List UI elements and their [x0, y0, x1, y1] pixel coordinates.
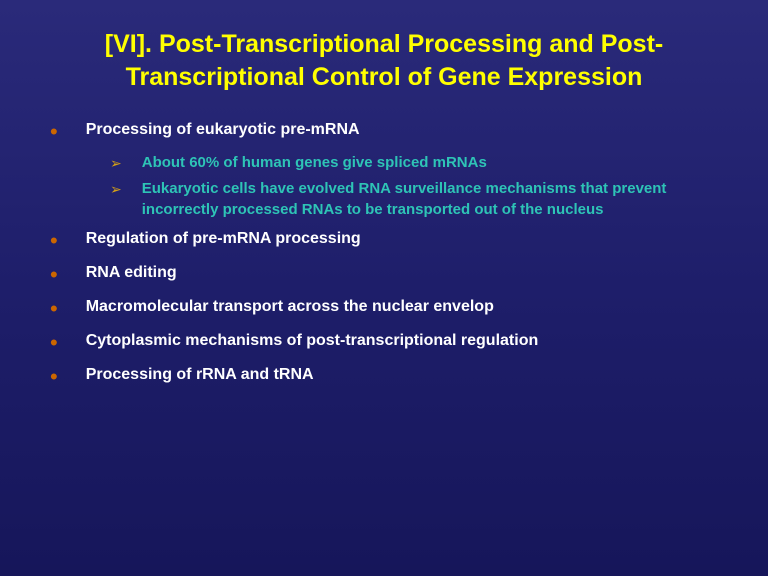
sub-list: ➢ About 60% of human genes give spliced m… — [110, 153, 718, 220]
bullet-dot-icon: • — [50, 332, 58, 354]
bullet-text: RNA editing — [86, 262, 177, 284]
bullet-text: Regulation of pre-mRNA processing — [86, 228, 361, 250]
bullet-item: • Macromolecular transport across the nuc… — [50, 296, 718, 320]
bullet-dot-icon: • — [50, 121, 58, 143]
bullet-text: Processing of eukaryotic pre-mRNA — [86, 119, 360, 141]
sub-item: ➢ About 60% of human genes give spliced m… — [110, 153, 718, 173]
bullet-text: Macromolecular transport across the nucl… — [86, 296, 494, 318]
bullet-list: • Processing of eukaryotic pre-mRNA ➢ About… — [50, 119, 718, 388]
bullet-text: Cytoplasmic mechanisms of post-transcrip… — [86, 330, 539, 352]
bullet-text: Processing of rRNA and tRNA — [86, 364, 314, 386]
bullet-dot-icon: • — [50, 366, 58, 388]
bullet-dot-icon: • — [50, 230, 58, 252]
sub-text: Eukaryotic cells have evolved RNA survei… — [142, 179, 718, 220]
bullet-item: • Cytoplasmic mechanisms of post-transcri… — [50, 330, 718, 354]
bullet-dot-icon: • — [50, 264, 58, 286]
bullet-item: • RNA editing — [50, 262, 718, 286]
slide-title: [VI]. Post-Transcriptional Processing an… — [50, 28, 718, 93]
bullet-item: • Processing of eukaryotic pre-mRNA — [50, 119, 718, 143]
chevron-right-icon: ➢ — [110, 181, 122, 198]
chevron-right-icon: ➢ — [110, 155, 122, 172]
sub-item: ➢ Eukaryotic cells have evolved RNA surve… — [110, 179, 718, 220]
bullet-dot-icon: • — [50, 298, 58, 320]
bullet-item: • Regulation of pre-mRNA processing — [50, 228, 718, 252]
sub-text: About 60% of human genes give spliced mR… — [142, 153, 487, 173]
slide: [VI]. Post-Transcriptional Processing an… — [0, 0, 768, 576]
bullet-item: • Processing of rRNA and tRNA — [50, 364, 718, 388]
